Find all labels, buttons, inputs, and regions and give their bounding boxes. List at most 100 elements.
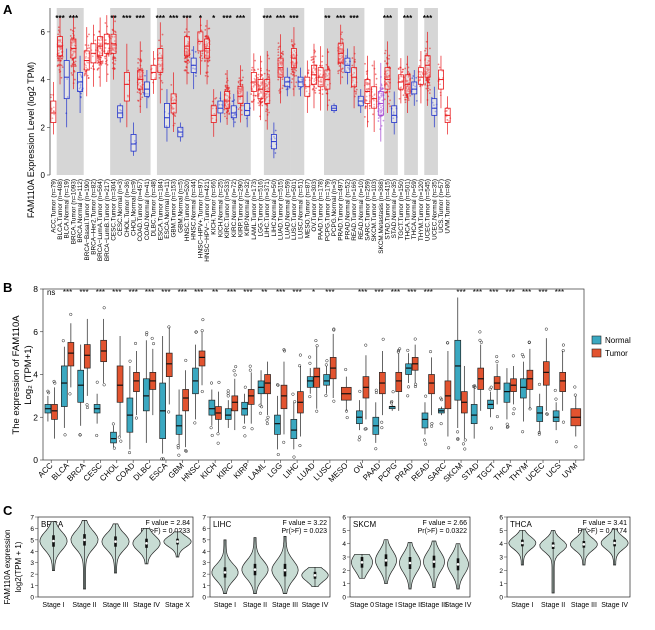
panel-b-outlier — [209, 381, 214, 385]
panel-b-outlier — [561, 349, 565, 353]
panel-b-significance: *** — [358, 288, 367, 297]
panel-a-box — [417, 67, 424, 85]
panel-a-point — [428, 81, 430, 84]
panel-a-point — [86, 61, 89, 64]
panel-b-outlier — [160, 457, 164, 461]
panel-b-outlier — [119, 439, 123, 443]
panel-a-point — [207, 65, 210, 67]
panel-a-point — [73, 78, 76, 81]
panel-a-point — [201, 52, 204, 55]
panel-c-ytick-label: 1 — [30, 583, 34, 590]
panel-b-outlier — [390, 399, 394, 404]
panel-a-xtick-label: GBM.Tumor (n=153) — [171, 179, 178, 238]
panel-a-point — [445, 109, 448, 112]
panel-c-median-dot — [384, 559, 388, 562]
panel-b-outlier — [430, 424, 434, 428]
panel-a-point — [340, 37, 343, 40]
panel-b-significance: *** — [161, 288, 170, 297]
panel-a-box — [50, 100, 57, 123]
panel-a-point — [345, 70, 348, 73]
panel-a-point — [325, 85, 328, 88]
panel-b-significance: ** — [261, 288, 267, 297]
panel-b-outlier — [424, 394, 428, 398]
panel-a-point — [319, 69, 322, 72]
panel-a-point — [351, 57, 354, 59]
panel-b-box — [542, 361, 550, 386]
panel-a-point — [425, 47, 427, 50]
panel-b-outlier — [209, 426, 213, 430]
panel-a-ytick-label: 0 — [41, 171, 46, 180]
panel-a-point — [187, 59, 190, 62]
panel-a-point — [304, 75, 307, 78]
panel-a-box — [384, 67, 391, 90]
panel-c-p-value: Pr(>F) = 0.0322 — [418, 528, 468, 535]
panel-c-ytick-label: 0 — [30, 595, 34, 602]
panel-b-outlier — [391, 390, 395, 394]
panel-a-point — [188, 61, 191, 63]
panel-a-point — [73, 27, 76, 29]
panel-a-point — [72, 50, 74, 53]
panel-a-point — [140, 93, 143, 95]
panel-a-point — [364, 62, 366, 65]
panel-b-outlier — [553, 388, 557, 392]
panel-a-point — [274, 152, 277, 154]
panel-a-point — [318, 69, 320, 72]
panel-b-outlier — [276, 383, 280, 387]
panel-a-point — [311, 88, 314, 91]
panel-c-median-dot — [582, 543, 586, 546]
panel-b-outlier — [440, 398, 444, 402]
panel-c-stage-label: Stage I — [214, 602, 236, 609]
panel-c-median-dot — [408, 561, 412, 565]
panel-b-outlier — [439, 396, 443, 400]
panel-c-stage-label: Stage II — [243, 602, 267, 609]
panel-a-point — [290, 40, 293, 43]
panel-a-point — [407, 88, 410, 90]
panel-a-point — [105, 39, 107, 41]
panel-b-outlier — [200, 329, 204, 333]
panel-a-point — [238, 77, 241, 80]
panel-a-point — [90, 67, 93, 70]
panel-c-stage-label: Stage III — [571, 602, 597, 609]
panel-a-point — [191, 49, 194, 52]
panel-a-point — [344, 60, 347, 63]
panel-a-point — [70, 44, 73, 47]
panel-b-significance: *** — [178, 288, 187, 297]
panel-a-ylabel: FAM110A Expression Level (log2 TPM) — [26, 62, 36, 218]
panel-b-outlier — [282, 348, 286, 352]
panel-b-xtick-label: KIRC — [215, 461, 235, 481]
panel-c-stage-label: Stage I — [375, 602, 397, 609]
panel-a-point — [439, 83, 441, 86]
panel-a-xtick-label: PRAD.Normal (n=52) — [344, 179, 351, 240]
panel-b-outlier — [537, 382, 542, 386]
panel-b-outlier — [216, 432, 220, 436]
panel-a-point — [223, 108, 226, 111]
panel-b-outlier — [505, 422, 509, 426]
panel-a-point — [207, 35, 210, 38]
panel-a-point — [392, 113, 395, 116]
panel-b-outlier — [217, 380, 221, 384]
panel-b-xtick-label: LAML — [247, 461, 269, 483]
panel-a-point — [51, 117, 54, 120]
panel-b-outlier — [308, 355, 312, 359]
panel-b-outlier — [210, 433, 214, 438]
panel-c-median-dot — [456, 563, 460, 566]
panel-a-point — [70, 42, 73, 45]
panel-b-outlier — [78, 433, 82, 437]
panel-c-median-dot — [114, 540, 117, 543]
panel-a-point — [268, 69, 271, 72]
panel-a-point — [242, 76, 244, 79]
panel-a-point — [432, 104, 435, 107]
panel-b-box — [264, 374, 271, 395]
panel-b-outlier — [561, 420, 566, 424]
panel-a-point — [388, 102, 390, 105]
panel-a-point — [113, 40, 116, 42]
panel-a-point — [378, 98, 381, 101]
panel-a-point — [408, 82, 411, 84]
panel-b-outlier — [398, 347, 402, 351]
panel-b-outlier — [358, 435, 362, 439]
panel-a-point — [295, 81, 298, 84]
panel-b-xtick-label: UCEC — [524, 461, 547, 484]
panel-c-ytick-label: 7 — [30, 515, 34, 522]
panel-a-point — [158, 73, 161, 76]
panel-b-outlier — [406, 348, 410, 352]
